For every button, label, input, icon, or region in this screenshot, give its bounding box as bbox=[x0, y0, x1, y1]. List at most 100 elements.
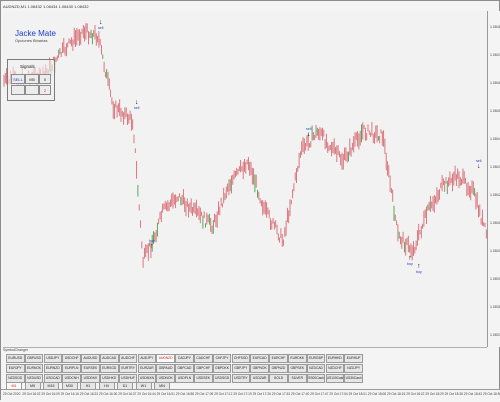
symbol-button[interactable]: USDJPY bbox=[43, 354, 63, 363]
symbol-button[interactable]: GBPCHF bbox=[194, 364, 213, 373]
time-axis-label: 29 Oct 18:01 bbox=[348, 392, 367, 396]
signal-arrow: sell ↓ bbox=[476, 159, 481, 170]
symbol-button[interactable]: EURHKD bbox=[325, 354, 345, 363]
time-axis-label: 29 Oct 17:33 bbox=[271, 392, 291, 396]
time-axis-label: 29 Oct 16:37 bbox=[118, 392, 137, 396]
time-axis-label: 29 Oct 18:50 bbox=[483, 392, 500, 396]
signal-arrow: ↑ buy bbox=[407, 255, 413, 266]
symbol-button[interactable]: EURNOK bbox=[24, 364, 44, 373]
symbol-button[interactable]: NZDCHF bbox=[325, 364, 345, 373]
symbol-button[interactable]: EURTRY bbox=[118, 364, 138, 373]
arrow-up-icon: ↑ bbox=[150, 243, 154, 250]
time-axis-label: 29 Oct 16:23 bbox=[79, 392, 99, 396]
time-axis-label: 29 Oct 17:12 bbox=[214, 392, 233, 396]
symbol-button[interactable]: EURDKK bbox=[288, 354, 307, 363]
price-axis-label: 1.08440 bbox=[490, 137, 500, 141]
symbol-button[interactable]: EURPLN bbox=[62, 364, 81, 373]
symbol-button[interactable]: EURNZD bbox=[43, 364, 63, 373]
symbol-button[interactable]: AUDUSD bbox=[81, 354, 100, 363]
time-axis-label: 29 Oct 16:30 bbox=[99, 392, 118, 396]
arrow-up-icon: ↑ bbox=[408, 255, 412, 262]
signal-arrow-label: buy bbox=[416, 270, 422, 274]
time-axis-label: 29 Oct 18:22 bbox=[406, 392, 425, 396]
symbol-button[interactable]: NZDJPY bbox=[344, 364, 363, 373]
symbol-button[interactable]: GBPSEK bbox=[288, 364, 307, 373]
symbol-button[interactable]: SS00Cash bbox=[306, 374, 326, 383]
symbol-button[interactable]: US30Cash bbox=[344, 374, 363, 383]
signal-box-timeframe-2 bbox=[25, 85, 39, 95]
time-axis-label: 29 Oct 18:43 bbox=[463, 392, 483, 396]
symbol-button[interactable]: GOLD bbox=[269, 374, 288, 383]
time-axis-label: 29 Oct 17:47 bbox=[310, 392, 329, 396]
symbol-button[interactable]: EURSGD bbox=[100, 364, 119, 373]
time-axis: 29 Oct 2020 29 Oct 16:02 29 Oct 16:09 29 Oc… bbox=[1, 389, 500, 402]
time-axis-label: 29 Oct 17:40 bbox=[291, 392, 310, 396]
symbol-button[interactable]: CADCHF bbox=[194, 354, 213, 363]
signal-arrow: ↓ sell bbox=[134, 99, 139, 110]
symbol-button[interactable]: EURGBP bbox=[306, 354, 326, 363]
signal-panel-title: Signals bbox=[20, 64, 35, 69]
symbol-button[interactable]: US100Cash bbox=[325, 374, 345, 383]
time-axis-label: 29 Oct 18:08 bbox=[367, 392, 387, 396]
signal-arrow: ↑ buy bbox=[416, 263, 422, 274]
symbol-button[interactable]: AUDJPY bbox=[137, 354, 157, 363]
signal-arrow-label: sell bbox=[476, 159, 482, 163]
symbol-button[interactable]: GBPNZD bbox=[269, 364, 288, 373]
symbol-button[interactable]: GBPNOK bbox=[250, 364, 269, 373]
chart-title-strip: AUDNZD,M1 1.08432 1.08434 1.08430 1.0843… bbox=[3, 4, 89, 9]
time-axis-label: 29 Oct 16:09 bbox=[41, 392, 60, 396]
time-axis-label: 29 Oct 16:02 bbox=[22, 392, 41, 396]
time-axis-label: 29 Oct 17:54 bbox=[329, 392, 348, 396]
symbol-button[interactable]: SILVER bbox=[288, 374, 307, 383]
signal-box-count-2: 2 bbox=[39, 85, 51, 95]
symbol-button[interactable]: AUDCAD bbox=[100, 354, 119, 363]
symbol-button[interactable]: USDSEK bbox=[194, 374, 213, 383]
price-axis-label: 1.08400 bbox=[490, 249, 500, 253]
signal-timeframe-value: M5 bbox=[29, 77, 35, 82]
symbol-button[interactable]: AUDNZD bbox=[156, 354, 175, 363]
symbol-button[interactable]: CADJPY bbox=[175, 354, 194, 363]
price-axis-label: 1.08480 bbox=[490, 25, 500, 29]
signal-arrow-label: sell bbox=[306, 127, 312, 131]
symbol-button[interactable]: GBPJPY bbox=[231, 364, 251, 373]
symbol-button[interactable]: USDZAR bbox=[250, 374, 269, 383]
symbol-panel-label: SymbolChanger bbox=[3, 348, 29, 352]
symbol-button[interactable]: USDTRY bbox=[231, 374, 251, 383]
signal-box-direction-2 bbox=[11, 85, 25, 95]
symbol-button[interactable]: EURSEK bbox=[81, 364, 100, 373]
symbol-button[interactable]: EURUSD bbox=[6, 354, 25, 363]
symbol-button[interactable]: USDPLN bbox=[175, 374, 194, 383]
symbol-button[interactable]: EURHUF bbox=[344, 354, 363, 363]
symbol-button[interactable]: CHFSGD bbox=[231, 354, 251, 363]
symbol-button[interactable]: EURCHF bbox=[269, 354, 288, 363]
symbol-button[interactable]: EURZAR bbox=[137, 364, 157, 373]
signal-box-timeframe: M5 bbox=[25, 74, 39, 84]
symbol-button[interactable]: NZDCAD bbox=[306, 364, 326, 373]
symbol-button[interactable]: GBPAUD bbox=[156, 364, 175, 373]
symbol-button[interactable]: USDSGD bbox=[212, 374, 232, 383]
price-axis-label: 1.08390 bbox=[490, 277, 500, 281]
time-axis-label: 29 Oct 2020 bbox=[3, 392, 21, 396]
time-axis-label: 29 Oct 16:58 bbox=[175, 392, 195, 396]
symbol-button[interactable]: EURJPY bbox=[6, 364, 25, 373]
signal-arrow: ↓ sell bbox=[98, 19, 103, 30]
symbol-button[interactable]: GBPUSD bbox=[24, 354, 44, 363]
symbol-button[interactable]: GBPCAD bbox=[175, 364, 194, 373]
price-chart[interactable]: Jacke Mate Opciones Binarias Signals SEL… bbox=[3, 11, 487, 348]
brand-block: Jacke Mate Opciones Binarias bbox=[15, 29, 56, 43]
price-axis-label: 1.08460 bbox=[490, 81, 500, 85]
price-axis-label: 1.08450 bbox=[490, 109, 500, 113]
time-axis-label: 29 Oct 16:16 bbox=[60, 392, 79, 396]
price-axis-label: 1.08370 bbox=[490, 333, 500, 337]
symbol-changer-panel: EURUSD GBPUSD USDJPY USDCHF AUDUSD AUDCAD AUDC… bbox=[3, 353, 487, 389]
symbol-button[interactable]: GBPDKK bbox=[212, 364, 232, 373]
signal-count-value-2: 2 bbox=[43, 88, 47, 93]
symbol-button[interactable]: AUDCHF bbox=[118, 354, 138, 363]
arrow-down-icon: ↓ bbox=[306, 131, 311, 138]
symbol-button[interactable]: USDCHF bbox=[62, 354, 81, 363]
symbol-button[interactable]: CHFJPY bbox=[212, 354, 232, 363]
signal-arrow-label: buy bbox=[149, 239, 155, 243]
time-axis-label: 29 Oct 16:44 bbox=[137, 392, 156, 396]
symbol-button[interactable]: EURCAD bbox=[250, 354, 269, 363]
